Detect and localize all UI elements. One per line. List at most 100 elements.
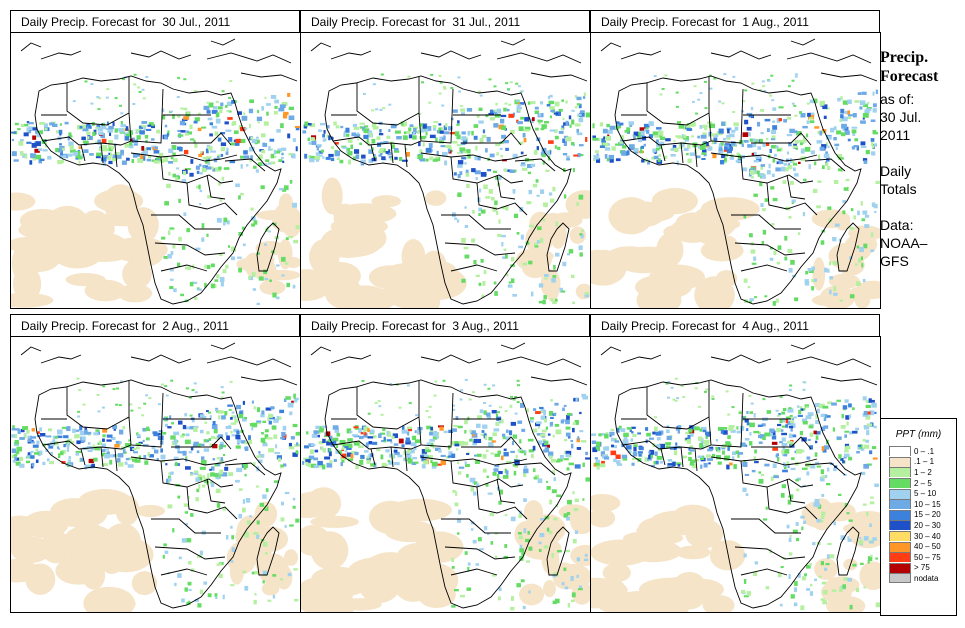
border-line — [100, 446, 104, 468]
legend-row: .1 – 1 — [881, 456, 956, 468]
border-line — [461, 436, 522, 450]
dry-light-rain-area — [591, 493, 880, 612]
dry-light-rain-area — [591, 188, 880, 308]
border-line — [694, 144, 698, 168]
border-line — [160, 264, 208, 272]
legend-swatch — [889, 541, 911, 552]
border-line — [186, 486, 238, 520]
panel-1: Daily Precip. Forecast for 30 Jul., 2011 — [10, 10, 301, 309]
legend-label: 50 – 75 — [914, 552, 941, 562]
border-line — [128, 392, 164, 448]
europe-coastline — [530, 376, 588, 386]
panel-3: Daily Precip. Forecast for 1 Aug., 2011 — [590, 10, 881, 309]
madagascar-outline — [546, 526, 570, 576]
europe-coastline — [206, 356, 292, 368]
legend-swatch — [889, 552, 911, 563]
legend-label: 20 – 30 — [914, 520, 941, 530]
europe-coastline — [310, 346, 332, 356]
panel-title: Daily Precip. Forecast for 30 Jul., 2011 — [10, 10, 300, 34]
legend-swatch — [889, 488, 911, 499]
border-line — [151, 214, 221, 230]
africa-coastline — [34, 379, 282, 609]
border-line — [660, 144, 666, 162]
border-line — [740, 264, 788, 272]
africa-coastline — [34, 75, 282, 305]
border-line — [680, 142, 684, 164]
dry-light-rain-area — [11, 488, 299, 612]
border-line — [740, 568, 788, 576]
legend-row: 30 – 40 — [881, 531, 956, 542]
europe-coastline — [420, 50, 482, 60]
border-line — [186, 182, 238, 216]
caption-year: 2011 — [880, 127, 911, 143]
border-line — [418, 88, 454, 144]
border-line — [514, 462, 556, 476]
legend-swatch — [889, 509, 911, 520]
legend-label: 2 – 5 — [914, 478, 932, 488]
border-line — [441, 214, 511, 230]
legend-label: nodata — [914, 573, 939, 583]
border-line — [80, 144, 86, 162]
europe-coastline — [210, 342, 236, 350]
border-line — [766, 182, 818, 216]
legend-row: nodata — [881, 573, 956, 584]
legend-row: 40 – 50 — [881, 541, 956, 552]
border-line — [708, 392, 744, 448]
madagascar-outline — [256, 222, 280, 272]
border-line — [731, 214, 801, 230]
border-line — [160, 460, 234, 488]
europe-coastline — [500, 342, 526, 350]
border-line — [622, 136, 712, 146]
border-line — [114, 448, 118, 472]
europe-coastline — [820, 72, 878, 82]
country-borders — [20, 342, 298, 609]
europe-coastline — [240, 72, 298, 82]
panel-4: Daily Precip. Forecast for 2 Aug., 2011 — [10, 314, 301, 613]
border-line — [332, 136, 422, 146]
border-line — [114, 144, 118, 168]
precip-map — [300, 32, 591, 309]
border-line — [171, 436, 232, 450]
border-line — [786, 174, 806, 200]
europe-coastline — [20, 346, 42, 356]
border-line — [66, 77, 130, 126]
africa-coastline — [324, 379, 572, 609]
border-line — [734, 242, 806, 256]
rain-band — [592, 73, 880, 306]
legend-swatch — [889, 562, 911, 573]
caption-date: 30 Jul. — [880, 109, 922, 125]
border-line — [206, 174, 226, 200]
africa-coastline — [324, 75, 572, 305]
border-line — [171, 132, 232, 146]
legend-label: 1 – 2 — [914, 467, 932, 477]
border-line — [404, 448, 408, 472]
madagascar-outline — [256, 526, 280, 576]
rain-band — [11, 377, 300, 608]
europe-coastline — [496, 356, 582, 368]
europe-coastline — [420, 354, 482, 364]
europe-coastline — [130, 50, 192, 60]
europe-coastline — [710, 354, 772, 364]
legend-swatch — [889, 520, 911, 531]
europe-coastline — [530, 72, 588, 82]
border-line — [160, 568, 208, 576]
border-line — [476, 486, 528, 520]
border-line — [804, 158, 846, 172]
border-line — [420, 152, 528, 162]
europe-coastline — [240, 376, 298, 386]
caption-asof: as of: — [880, 91, 915, 107]
europe-coastline — [206, 52, 292, 64]
madagascar-outline — [836, 526, 860, 576]
africa-coastline — [614, 379, 862, 609]
europe-coastline — [786, 52, 872, 64]
precip-map — [10, 336, 301, 613]
border-line — [224, 462, 266, 476]
border-line — [160, 156, 234, 184]
border-line — [804, 462, 846, 476]
border-line — [404, 144, 408, 168]
legend-label: 0 – .1 — [914, 446, 935, 456]
legend-swatch — [889, 467, 911, 478]
panel-title: Daily Precip. Forecast for 31 Jul., 2011 — [300, 10, 590, 34]
europe-coastline — [330, 354, 372, 364]
europe-coastline — [20, 42, 42, 52]
